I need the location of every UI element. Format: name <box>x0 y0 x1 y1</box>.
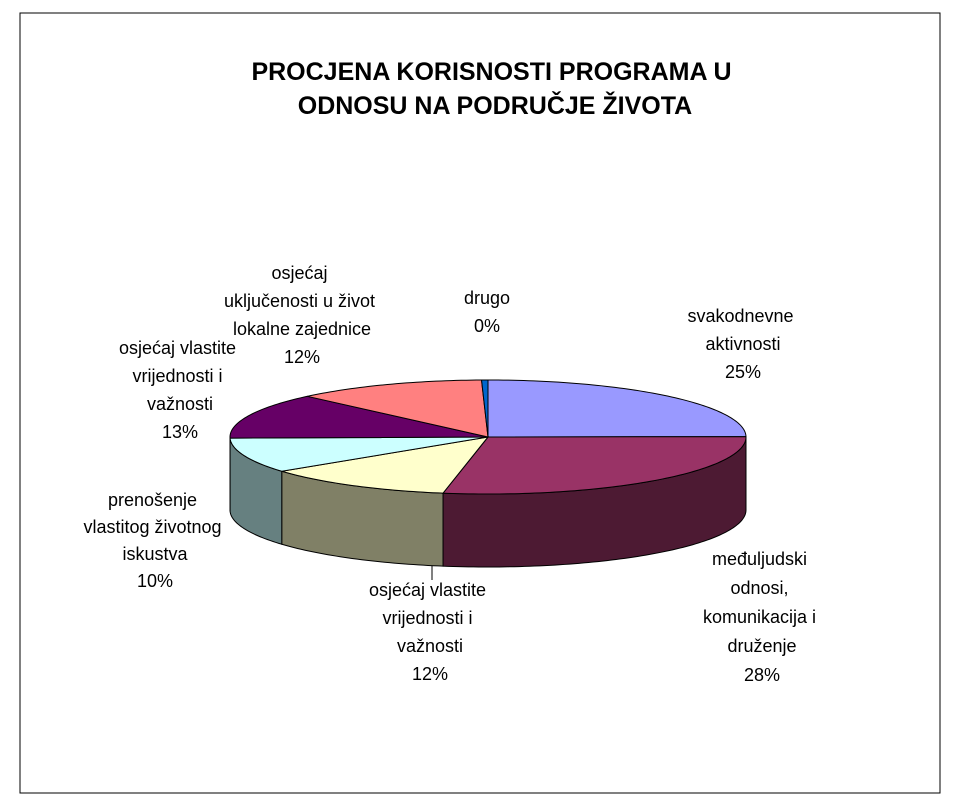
slice-label: osjećaj vlastite vrijednosti i važnosti <box>119 338 241 414</box>
value-label: 25% <box>725 362 761 382</box>
slice <box>281 436 490 494</box>
value-label: 0% <box>474 316 500 336</box>
value-label: 12% <box>412 664 448 684</box>
slice-label: svakodnevne aktivnosti <box>687 306 798 354</box>
slice <box>480 379 489 438</box>
slice <box>307 379 489 438</box>
slice-label: drugo <box>464 288 510 308</box>
slice <box>229 395 489 439</box>
value-label: 12% <box>284 347 320 367</box>
value-label: 13% <box>162 422 198 442</box>
slice <box>229 436 489 472</box>
slice-label: osjećaj uključenosti u život lokalne zaj… <box>224 263 380 339</box>
value-label: 10% <box>137 571 173 591</box>
slice <box>487 379 747 438</box>
slice-label: međuljudski odnosi, komunikacija i druže… <box>703 549 821 656</box>
slice <box>442 436 747 495</box>
slice-label: osjećaj vlastite vrijednosti i važnosti <box>369 580 491 656</box>
slice-label: prenošenje vlastitog životnog iskustva <box>83 490 226 564</box>
value-label: 28% <box>744 665 780 685</box>
chart-title: PROCJENA KORISNOSTI PROGRAMA U ODNOSU NA… <box>251 58 738 120</box>
